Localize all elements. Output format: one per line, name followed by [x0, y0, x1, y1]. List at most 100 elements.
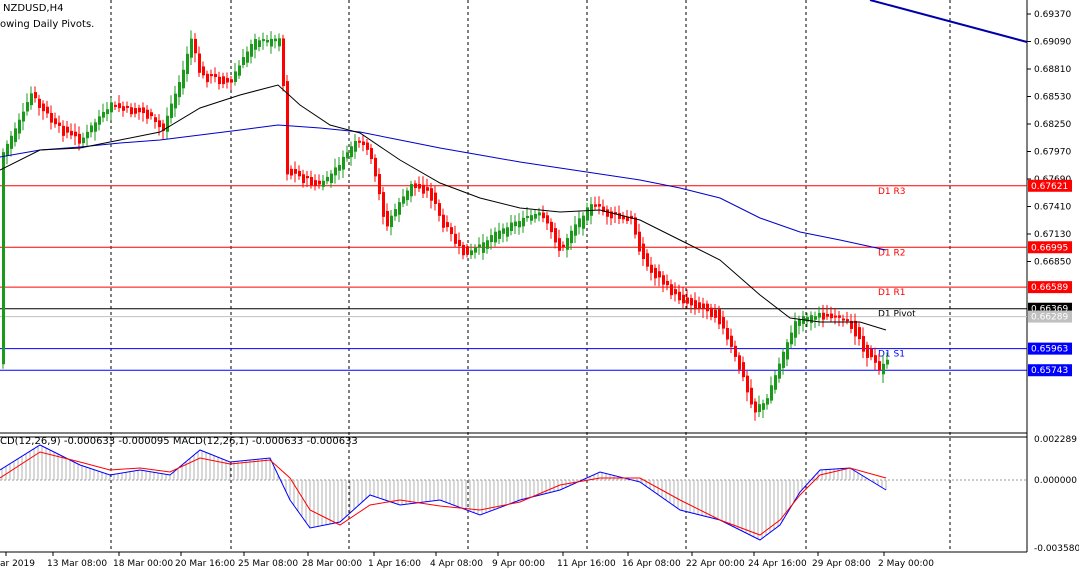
candle-body — [298, 170, 301, 177]
candle-body — [314, 180, 317, 186]
candle-body — [66, 126, 69, 133]
candle-body — [350, 146, 353, 158]
pivot-level-label: D1 R1 — [878, 288, 906, 298]
candle-body — [6, 143, 9, 156]
candle-body — [834, 315, 837, 318]
macd-main-line — [0, 444, 887, 541]
candle-body — [506, 227, 509, 237]
candle-body — [158, 120, 161, 128]
candle-body — [330, 173, 333, 183]
macd-tick-label: 0.002289 — [1034, 435, 1077, 445]
candle-body — [494, 231, 497, 243]
candle-body — [138, 107, 141, 113]
candle-body — [422, 184, 425, 194]
candle-body — [670, 284, 673, 296]
candle-body — [602, 206, 605, 212]
pivot-level-label: D1 S1 — [878, 350, 905, 360]
candle-body — [50, 112, 53, 123]
candle-body — [386, 211, 389, 227]
candle-body — [186, 53, 189, 75]
slow-moving-average-line — [0, 124, 887, 251]
candle-body — [230, 79, 233, 83]
candle-body — [658, 271, 661, 278]
candle-body — [710, 307, 713, 318]
candle-body — [534, 213, 537, 219]
price-tag — [1028, 310, 1072, 323]
time-tick-label: 16 Apr 08:00 — [622, 559, 681, 569]
candle-body — [830, 313, 833, 319]
candle-body — [734, 345, 737, 357]
candle-body — [626, 216, 629, 222]
candle-body — [702, 303, 705, 310]
price-tag — [1028, 179, 1072, 192]
candle-body — [750, 387, 753, 405]
candle-body — [786, 342, 789, 360]
candle-body — [218, 76, 221, 85]
candle-body — [70, 130, 73, 136]
candle-body — [46, 106, 49, 114]
candle-body — [442, 214, 445, 228]
price-tag — [1028, 342, 1072, 355]
chart-grid — [0, 0, 1028, 553]
candle-body — [554, 228, 557, 243]
price-tag — [1028, 241, 1072, 254]
candle-body — [90, 125, 93, 133]
time-tick-label: 20 Mar 16:00 — [175, 559, 235, 569]
trendline[interactable] — [869, 0, 1028, 43]
macd-tick-label: 0.000000 — [1034, 476, 1077, 486]
candle-body — [570, 230, 573, 244]
candle-body — [530, 215, 533, 221]
candle-body — [682, 294, 685, 304]
price-tag — [1028, 364, 1072, 377]
price-tick-label: 0.68810 — [1034, 65, 1071, 75]
candle-body — [434, 192, 437, 204]
candle-body — [246, 51, 249, 63]
candle-body — [226, 77, 229, 83]
candle-body — [406, 190, 409, 201]
candle-body — [266, 39, 269, 43]
candle-body — [674, 289, 677, 295]
candle-body — [770, 385, 773, 401]
candle-body — [662, 275, 665, 285]
candle-body — [282, 38, 285, 87]
candle-body — [558, 238, 561, 251]
price-tag-label: 0.65963 — [1031, 345, 1068, 355]
candle-body — [578, 218, 581, 228]
candle-body — [498, 230, 501, 239]
candle-body — [598, 204, 601, 207]
price-tick-label: 0.68250 — [1034, 120, 1071, 130]
candle-body — [742, 362, 745, 378]
fast-moving-average-line — [0, 84, 887, 331]
candle-body — [850, 320, 853, 329]
candle-body — [10, 135, 13, 149]
pivot-levels: D1 R3 D1 R2 D1 R1 D1 Pivot D1 S1 — [0, 185, 1027, 371]
candle-body — [826, 313, 829, 317]
candle-body — [414, 183, 417, 189]
macd-indicator-label: CD(12,26,9) -0.000633 -0.000095 MACD(12,… — [0, 436, 358, 447]
candle-body — [74, 131, 77, 137]
candle-body — [678, 291, 681, 301]
candle-body — [754, 401, 757, 413]
candle-body — [250, 43, 253, 57]
candle-body — [118, 103, 121, 109]
candle-body — [718, 309, 721, 325]
candle-body — [606, 209, 609, 217]
candle-body — [854, 320, 857, 337]
candle-body — [738, 355, 741, 370]
candle-body — [842, 318, 845, 321]
candle-body — [798, 319, 801, 326]
time-tick-label: 13 Mar 08:00 — [47, 559, 107, 569]
candle-body — [638, 231, 641, 252]
candle-body — [26, 102, 29, 112]
candle-body — [286, 81, 289, 175]
candle-body — [582, 215, 585, 229]
time-tick-label: 28 Mar 00:00 — [302, 559, 362, 569]
candle-body — [382, 192, 385, 217]
candle-body — [242, 57, 245, 66]
candle-body — [418, 184, 421, 189]
time-tick-label: 29 Apr 08:00 — [812, 559, 871, 569]
price-tick-label: 0.66850 — [1034, 258, 1071, 268]
candle-body — [370, 148, 373, 160]
candle-body — [426, 187, 429, 191]
